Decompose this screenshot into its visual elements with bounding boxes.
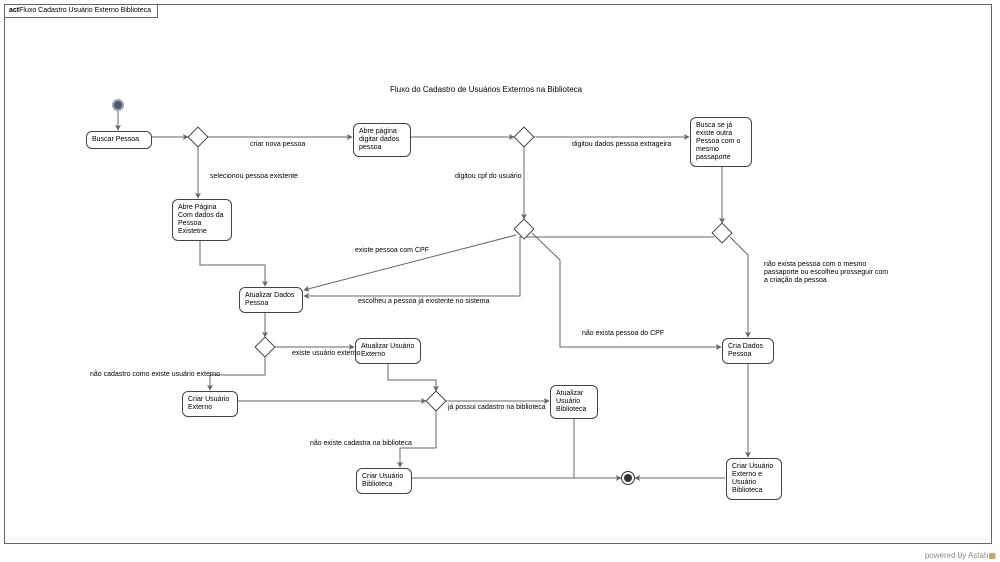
edge-label-escolheu: escolheu a pessoa já existente no sistem…	[358, 298, 490, 306]
activity-busca: Busca se jáexiste outraPessoa com omesmo…	[690, 117, 752, 167]
edge-label-jaBib: já possui cadastro na biblioteca	[448, 404, 546, 412]
activity-atUsrBib: AtualizarUsuárioBiblioteca	[550, 385, 598, 419]
edge-label-naoExBib: não existe cadastra na biblioteca	[310, 440, 412, 448]
activity-atUsrExt: Atualizar UsuárioExterno	[355, 338, 421, 364]
initial-node	[113, 100, 123, 110]
edge-label-naoExPass: não exista pessoa com o mesmopassaporte …	[764, 261, 914, 285]
activity-criarExt: Criar UsuárioExterno	[182, 391, 238, 417]
edge-label-criarNova: criar nova pessoa	[250, 141, 305, 149]
activity-abreEx: Abre PáginaCom dados daPessoaExistetne	[172, 199, 232, 241]
activity-atDados: Atualizar DadosPessoa	[239, 287, 303, 313]
activity-buscar: Buscar Pessoa	[86, 131, 152, 149]
footer-text: powered by Astah	[925, 551, 989, 560]
final-node-inner	[624, 474, 632, 482]
edge-label-digCpf: digitou cpf do usuário	[455, 173, 522, 181]
decisions	[188, 127, 732, 411]
activity-abrePag: Abre páginadigitar dadospessoa	[353, 123, 411, 157]
activity-criarBib: Criar UsuárioBiblioteca	[356, 468, 412, 494]
edge-label-naoCadExt: não cadastro como existe usuário externo	[90, 371, 220, 379]
edge-label-existeCpf: existe pessoa com CPF	[355, 247, 429, 255]
edge-label-digExt: digitou dados pessoa extrageira	[572, 141, 671, 149]
footer-brand-icon: ▦	[988, 551, 996, 560]
footer: powered by Astah▦	[925, 551, 996, 560]
activity-criaDados: Cria DadosPessoa	[722, 338, 774, 364]
edge-label-selEx: selecionou pessoa existente	[210, 173, 298, 181]
activity-criarBoth: Criar UsuárioExterno eUsuárioBiblioteca	[726, 458, 782, 500]
edge-label-naoExCpf: não exista pessoa do CPF	[582, 330, 664, 338]
edge-label-existeExt: existe usuário externo	[292, 350, 360, 358]
